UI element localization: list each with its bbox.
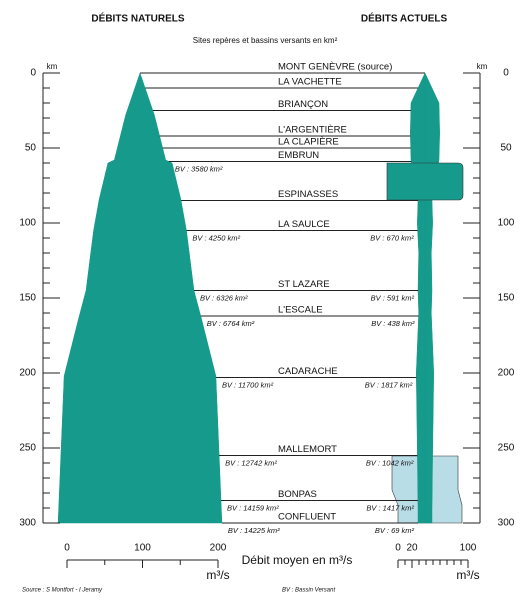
y-tick-label: 100 bbox=[19, 218, 36, 229]
y-tick-label: 250 bbox=[498, 443, 515, 454]
site-name: ST LAZARE bbox=[278, 279, 330, 290]
current-profile bbox=[424, 72, 440, 524]
site-name: CADARACHE bbox=[278, 366, 338, 377]
bv-current: BV : 438 km² bbox=[371, 319, 415, 328]
site-name: MALLEMORT bbox=[278, 444, 337, 455]
bv-current: BV : 1817 km² bbox=[365, 380, 413, 389]
x-tick-label: 0 bbox=[64, 543, 70, 554]
bv-natural: BV : 6764 km² bbox=[207, 319, 255, 328]
bv-natural: BV : 11700 km² bbox=[222, 380, 274, 389]
y-tick-label: 0 bbox=[30, 68, 36, 79]
y-tick-label: 250 bbox=[19, 443, 36, 454]
y-tick-label: 200 bbox=[19, 368, 36, 379]
y-tick-label: 100 bbox=[498, 218, 515, 229]
bv-natural: BV : 6326 km² bbox=[200, 293, 248, 302]
site-name: BRIANÇON bbox=[278, 99, 328, 110]
source: Source : S Montfort - I Jeramy bbox=[22, 588, 103, 594]
y-tick-label: 150 bbox=[498, 293, 515, 304]
x-tick-label: 100 bbox=[460, 543, 477, 554]
bv-current: BV : 591 km² bbox=[371, 293, 415, 302]
site-name: L'ARGENTIÈRE bbox=[278, 125, 347, 136]
site-name: LA SAULCE bbox=[278, 219, 330, 230]
km-label: km bbox=[477, 62, 488, 71]
bv-current: BV : 1417 km² bbox=[366, 503, 414, 512]
natural-profile bbox=[139, 72, 223, 524]
bv-natural: BV : 14225 km² bbox=[228, 526, 280, 535]
site-name: LA CLAPIÈRE bbox=[278, 137, 339, 148]
bv-current: BV : 69 km² bbox=[375, 526, 415, 535]
site-name: LA VACHETTE bbox=[278, 77, 342, 88]
x-tick-label: 200 bbox=[210, 543, 227, 554]
bv-natural: BV : 14159 km² bbox=[227, 503, 279, 512]
km-label: km bbox=[47, 62, 58, 71]
x-tick-label: 100 bbox=[134, 543, 151, 554]
site-name: CONFLUENT bbox=[278, 512, 336, 523]
y-tick-label: 200 bbox=[498, 368, 515, 379]
y-tick-label: 150 bbox=[19, 293, 36, 304]
site-name: L'ESCALE bbox=[278, 305, 323, 316]
natural-profile bbox=[57, 72, 141, 524]
site-name: BONPAS bbox=[278, 489, 317, 500]
x-axis-title: Débit moyen en m³/s bbox=[242, 553, 353, 567]
reservoir bbox=[386, 162, 464, 201]
y-tick-label: 300 bbox=[19, 518, 36, 529]
y-tick-label: 300 bbox=[498, 518, 515, 529]
y-tick-label: 0 bbox=[503, 68, 509, 79]
x-tick-label: 20 bbox=[406, 543, 418, 554]
y-tick-label: 50 bbox=[500, 143, 512, 154]
bv-natural: BV : 3580 km² bbox=[175, 164, 223, 173]
site-name: MONT GENÈVRE (source) bbox=[278, 62, 392, 73]
left-title: DÉBITS NATURELS bbox=[91, 12, 184, 25]
bv-natural: BV : 12742 km² bbox=[225, 458, 277, 467]
legend-note: BV : Bassin Versant bbox=[282, 588, 335, 594]
bv-natural: BV : 4250 km² bbox=[192, 233, 240, 242]
site-name: EMBRUN bbox=[278, 150, 319, 161]
x-tick-label: 0 bbox=[395, 543, 401, 554]
right-title: DÉBITS ACTUELS bbox=[361, 12, 448, 25]
subtitle: Sites repères et bassins versants en km² bbox=[193, 36, 338, 45]
site-name: ESPINASSES bbox=[278, 189, 338, 200]
unit-label: m³/s bbox=[206, 568, 229, 582]
y-tick-label: 50 bbox=[25, 143, 37, 154]
bv-current: BV : 670 km² bbox=[370, 233, 414, 242]
unit-label: m³/s bbox=[456, 568, 479, 582]
bv-current: BV : 1042 km² bbox=[366, 458, 414, 467]
